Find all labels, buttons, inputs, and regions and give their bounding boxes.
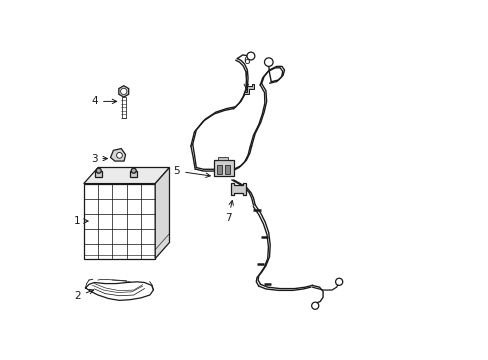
Circle shape <box>131 168 136 173</box>
Text: 5: 5 <box>173 166 210 177</box>
Circle shape <box>264 58 272 66</box>
Bar <box>214 160 233 176</box>
Polygon shape <box>110 149 125 161</box>
Bar <box>217 165 222 174</box>
Polygon shape <box>122 97 125 118</box>
Bar <box>217 157 228 160</box>
Circle shape <box>121 88 127 95</box>
Bar <box>95 171 102 177</box>
Text: 7: 7 <box>224 201 233 223</box>
Circle shape <box>246 52 254 60</box>
Text: 6: 6 <box>243 56 249 89</box>
Text: 3: 3 <box>90 154 107 163</box>
Circle shape <box>116 153 122 158</box>
Text: 4: 4 <box>91 96 117 107</box>
Bar <box>130 171 137 177</box>
Circle shape <box>335 278 342 285</box>
Polygon shape <box>119 86 128 97</box>
Polygon shape <box>155 167 169 258</box>
Polygon shape <box>83 167 169 184</box>
Text: 2: 2 <box>74 289 94 301</box>
Polygon shape <box>230 183 245 195</box>
Bar <box>83 184 155 258</box>
Circle shape <box>96 168 101 173</box>
Polygon shape <box>244 84 253 94</box>
Circle shape <box>311 302 318 309</box>
Text: 1: 1 <box>73 216 88 226</box>
Bar <box>224 165 229 174</box>
